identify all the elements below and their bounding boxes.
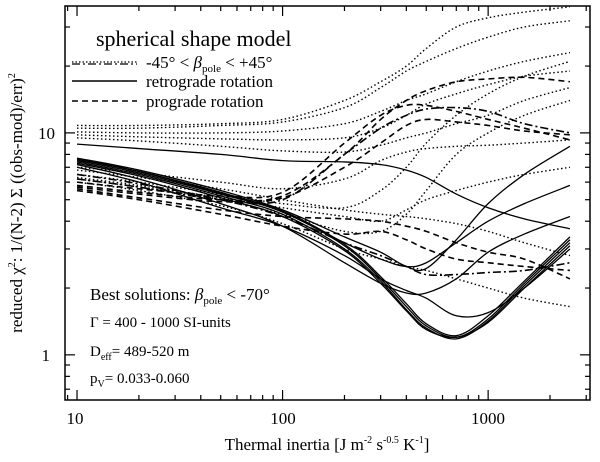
annotation-best-solutions: Best solutions: βpole < -70° [90,285,270,307]
y-tick-label-10: 10 [38,124,55,143]
series-dashed-15 [76,76,571,202]
series-solid-20 [76,145,571,272]
series-dotted-3 [77,51,571,134]
series-solid-24 [76,161,571,340]
series-solid-19 [76,143,571,230]
series-dashed-14 [76,103,571,199]
x-tick-label-1000: 1000 [471,409,505,428]
series-solid-26 [76,162,571,339]
series-solid-25 [76,158,571,337]
series-dotted-10 [76,139,570,190]
chart-title: spherical shape model [96,26,292,51]
series-layer [76,6,571,340]
plot-frame [64,5,591,401]
legend-label-retrograde: retrograde rotation [146,72,273,91]
series-dashdot-12 [76,173,571,277]
series-solid-22 [76,163,571,296]
series-solid-23 [76,159,571,338]
series-dotted-6 [76,60,571,210]
legend-label-inclined: -45° < βpole < +45° [146,53,272,75]
annotation-pv: pV= 0.033-0.060 [90,371,189,390]
x-tick-label-10: 10 [67,409,84,428]
annotation-deff: Deff= 489-520 m [90,344,190,363]
series-solid-21 [76,158,571,268]
series-dotted-9 [76,169,571,257]
series-dashdot-13 [76,106,571,205]
legend-label-prograde: prograde rotation [146,92,264,111]
x-tick-label-100: 100 [270,409,296,428]
series-dotted-4 [77,70,571,141]
legend: -45° < βpole < +45° retrograde rotation … [72,53,273,111]
x-axis-label: Thermal inertia [J m-2 s-0.5 K-1] [225,435,430,454]
annotations: Best solutions: βpole < -70° Γ = 400 - 1… [90,285,270,390]
y-axis-label: reduced χ2: 1/(N-2) Σ ((obs-mod)/err)2 [7,73,26,333]
annotation-gamma: Γ = 400 - 1000 SI-units [90,315,231,331]
y-tick-label-1: 1 [42,346,51,365]
series-solid-27 [76,166,571,318]
series-dashed-17 [76,189,571,272]
series-dashed-16 [76,118,571,204]
ticks-layer [65,6,590,400]
